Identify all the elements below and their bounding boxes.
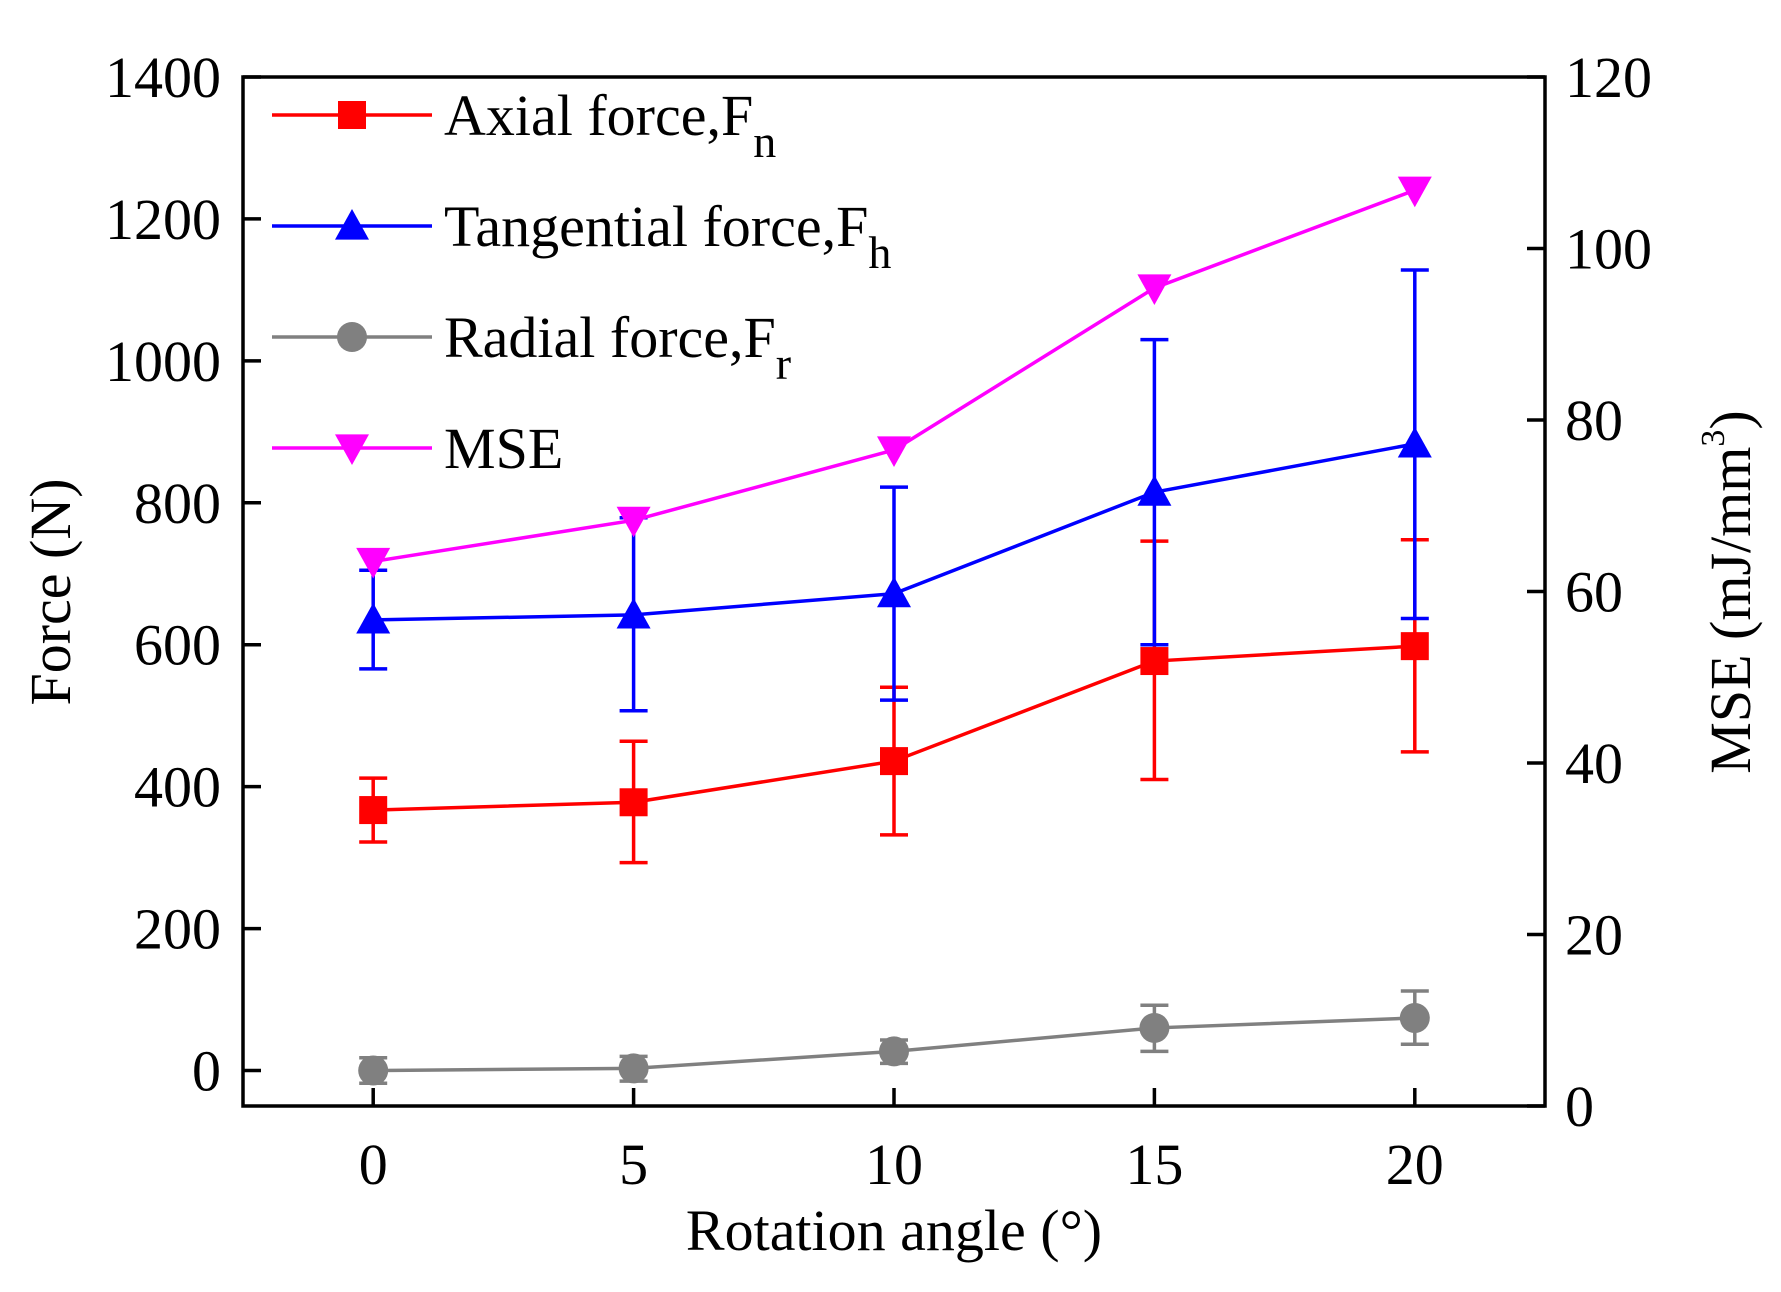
axis-layer: 0 5 10 15 2002004006008001000120014000204060… [105, 45, 1652, 1197]
y-right-tick-label: 0 [1565, 1074, 1594, 1139]
legend-label: Axial force,Fn [444, 83, 776, 167]
y-left-tick-label: 600 [134, 613, 221, 678]
data-point [358, 1055, 389, 1086]
legend-label-subscript: n [753, 116, 776, 167]
legend-label-main: MSE [444, 416, 563, 481]
y-left-tick-label: 800 [134, 471, 221, 536]
legend-label-subscript: h [868, 227, 891, 278]
y-axis-right-label: MSE (mJ/mm3) [1695, 410, 1763, 773]
y-right-tick-label: 100 [1565, 217, 1652, 282]
data-point [619, 788, 648, 817]
x-tick-label: 20 [1386, 1132, 1444, 1197]
legend-label-subscript: r [776, 338, 791, 389]
y-axis-left-label: Force (N) [18, 478, 83, 705]
x-tick-label: 10 [865, 1132, 923, 1197]
y-axis-right-label-sup: 3 [1695, 430, 1732, 447]
data-point [359, 796, 388, 825]
legend-label: Radial force,Fr [444, 305, 791, 389]
data-point [1139, 1012, 1170, 1043]
y-left-tick-label: 1400 [105, 45, 221, 110]
x-tick-label: 5 [619, 1132, 648, 1197]
legend-label-main: Tangential force,F [444, 194, 868, 259]
y-right-tick-label: 80 [1565, 388, 1623, 453]
x-tick-label: 15 [1125, 1132, 1183, 1197]
x-axis-label: Rotation angle (°) [686, 1198, 1102, 1263]
legend: Axial force,Fn Tangential force,Fh Radial … [272, 83, 891, 481]
data-point [1400, 632, 1429, 661]
series-3 [356, 176, 1432, 579]
legend-label: MSE [444, 416, 563, 481]
legend-marker [335, 434, 369, 465]
legend-marker [337, 322, 367, 352]
data-point [1140, 647, 1169, 676]
legend-label-main: Radial force,F [444, 305, 776, 370]
y-right-tick-label: 120 [1565, 45, 1652, 110]
y-left-tick-label: 0 [192, 1039, 221, 1104]
data-point [877, 576, 911, 608]
data-point [618, 1053, 649, 1084]
y-right-tick-label: 40 [1565, 731, 1623, 796]
y-axis-right-label-end: ) [1698, 410, 1763, 429]
data-point [356, 602, 391, 634]
legend-label: Tangential force,Fh [444, 194, 891, 278]
legend-label-main: Axial force,F [444, 83, 753, 148]
y-left-tick-label: 200 [134, 897, 221, 962]
data-point [877, 436, 911, 468]
y-left-tick-label: 1200 [105, 187, 221, 252]
legend-marker [335, 209, 369, 240]
series-2 [358, 989, 1430, 1086]
data-point [880, 747, 908, 776]
legend-marker [338, 101, 366, 129]
data-point [616, 597, 651, 629]
data-point [1137, 475, 1172, 506]
series-layer [356, 176, 1432, 1086]
data-point [879, 1036, 909, 1067]
data-point [616, 506, 651, 538]
y-left-tick-label: 1000 [105, 329, 221, 394]
data-point [1397, 426, 1432, 458]
x-tick-label: 0 [359, 1132, 388, 1197]
data-point [1399, 1003, 1430, 1034]
y-axis-right-label-base: MSE (mJ/mm [1698, 447, 1763, 774]
data-point [1137, 274, 1172, 305]
y-right-tick-label: 60 [1565, 560, 1623, 625]
data-point [356, 547, 391, 579]
y-right-tick-label: 20 [1565, 903, 1623, 968]
data-point [1397, 176, 1432, 208]
y-left-tick-label: 400 [134, 755, 221, 820]
